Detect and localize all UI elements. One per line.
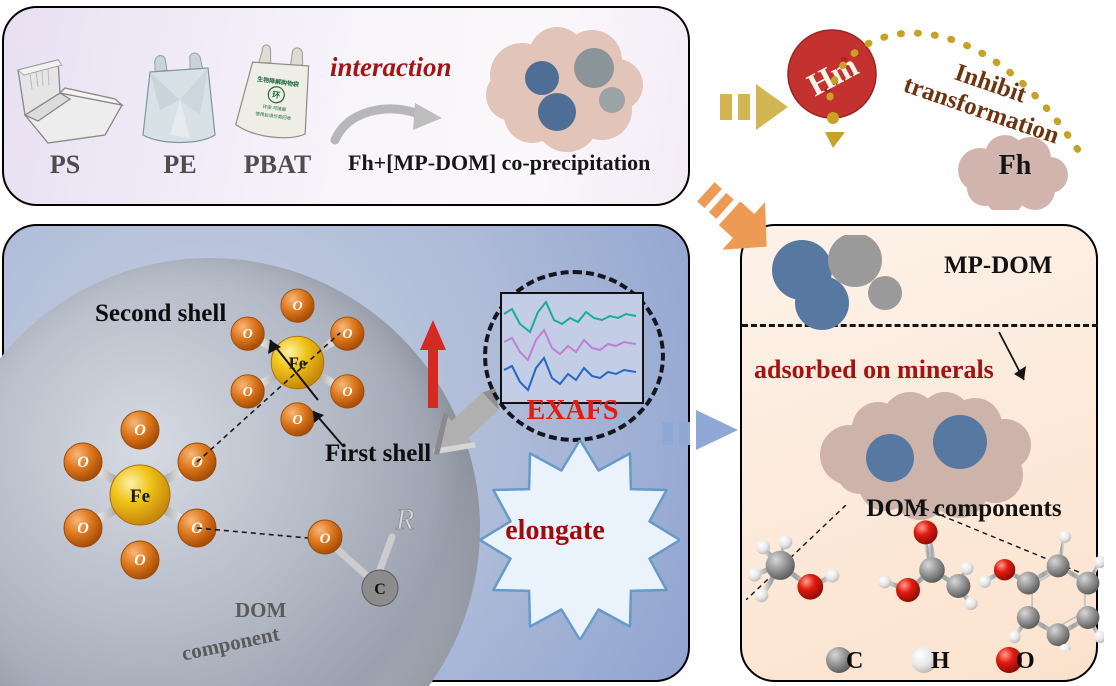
svg-text:C: C (374, 581, 386, 598)
svg-text:R: R (395, 505, 414, 536)
svg-text:O: O (320, 531, 331, 547)
